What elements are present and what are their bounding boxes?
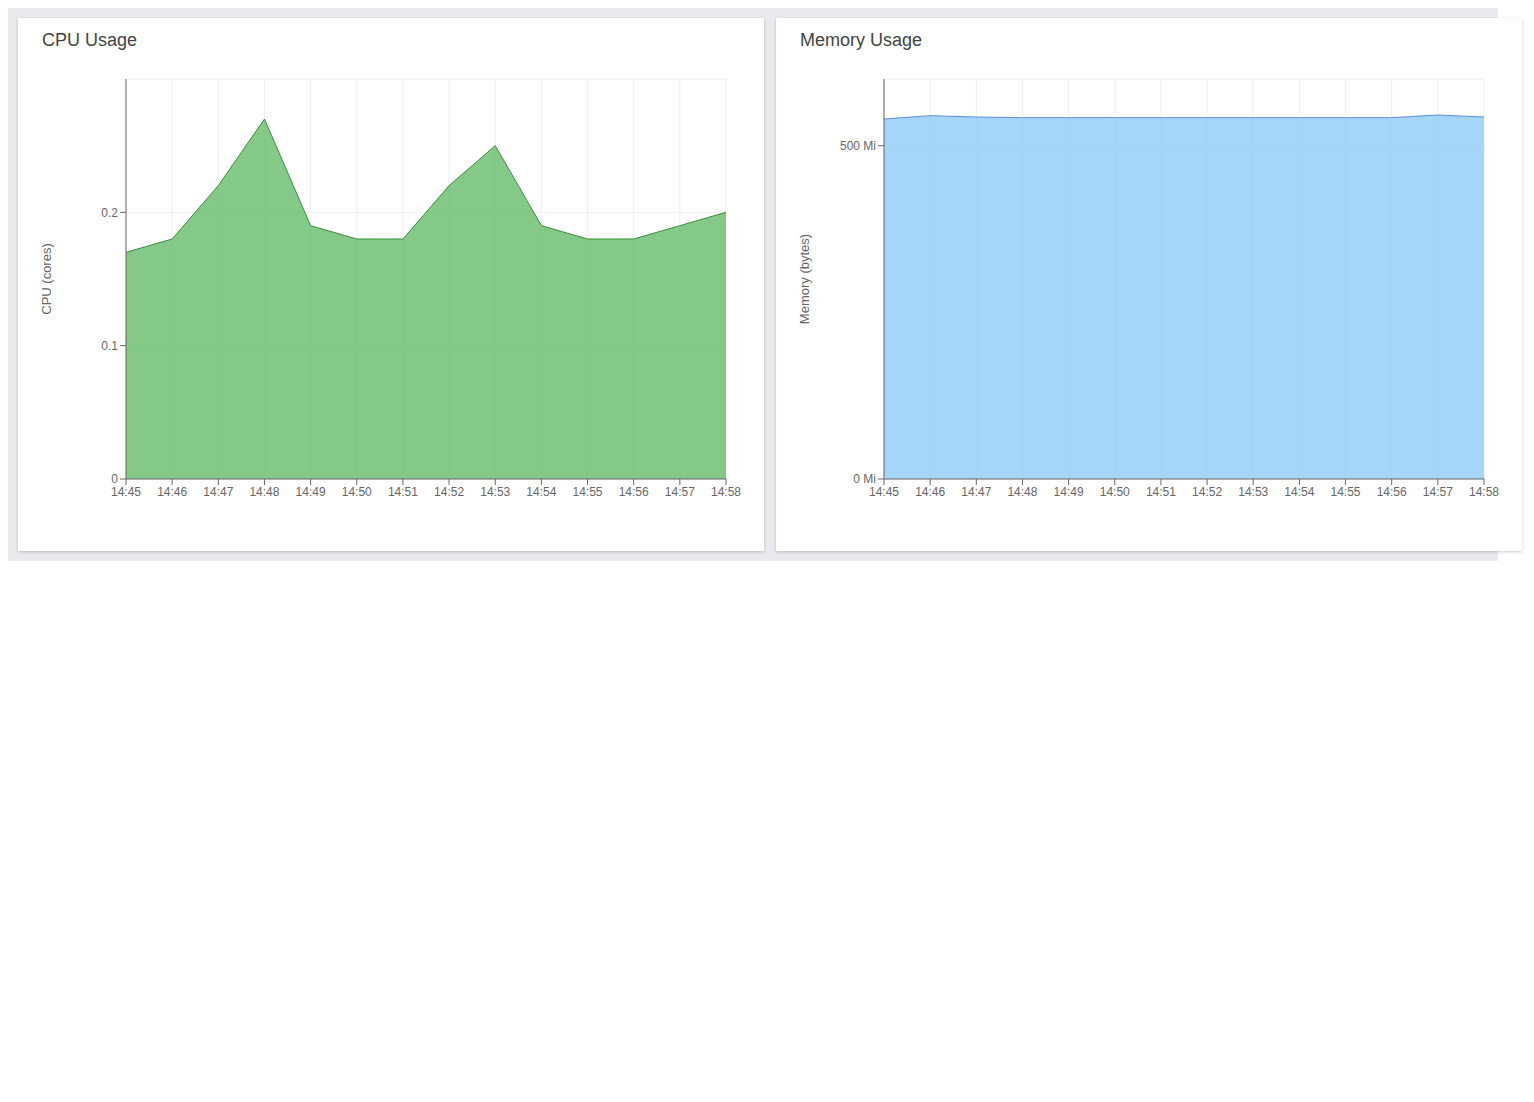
svg-text:14:45: 14:45 (111, 485, 141, 499)
svg-text:14:47: 14:47 (961, 485, 991, 499)
svg-text:14:52: 14:52 (434, 485, 464, 499)
svg-text:14:52: 14:52 (1192, 485, 1222, 499)
svg-text:14:47: 14:47 (203, 485, 233, 499)
svg-text:14:55: 14:55 (1331, 485, 1361, 499)
svg-text:14:53: 14:53 (1238, 485, 1268, 499)
svg-text:14:46: 14:46 (157, 485, 187, 499)
html-text:Memory Usage: Memory Usage (800, 30, 922, 50)
svg-text:14:46: 14:46 (915, 485, 945, 499)
svg-text:14:48: 14:48 (1007, 485, 1037, 499)
svg-text:14:51: 14:51 (1146, 485, 1176, 499)
svg-text:14:56: 14:56 (619, 485, 649, 499)
svg-text:CPU (cores): CPU (cores) (39, 243, 54, 315)
svg-text:14:58: 14:58 (711, 485, 741, 499)
svg-text:Memory (bytes): Memory (bytes) (797, 234, 812, 324)
svg-text:14:56: 14:56 (1377, 485, 1407, 499)
svg-text:0 Mi: 0 Mi (853, 472, 876, 486)
svg-text:500 Mi: 500 Mi (840, 139, 876, 153)
svg-text:14:48: 14:48 (249, 485, 279, 499)
svg-text:14:55: 14:55 (573, 485, 603, 499)
svg-text:14:49: 14:49 (1054, 485, 1084, 499)
svg-text:14:57: 14:57 (1423, 485, 1453, 499)
svg-text:0.2: 0.2 (101, 206, 118, 220)
svg-text:14:53: 14:53 (480, 485, 510, 499)
svg-text:0: 0 (111, 472, 118, 486)
svg-text:14:54: 14:54 (526, 485, 556, 499)
html-text:CPU Usage: CPU Usage (42, 30, 137, 50)
svg-text:14:58: 14:58 (1469, 485, 1499, 499)
svg-text:14:51: 14:51 (388, 485, 418, 499)
svg-text:14:57: 14:57 (665, 485, 695, 499)
svg-text:14:49: 14:49 (296, 485, 326, 499)
svg-text:14:54: 14:54 (1284, 485, 1314, 499)
svg-text:14:45: 14:45 (869, 485, 899, 499)
svg-text:14:50: 14:50 (1100, 485, 1130, 499)
svg-text:0.1: 0.1 (101, 339, 118, 353)
svg-text:14:50: 14:50 (342, 485, 372, 499)
